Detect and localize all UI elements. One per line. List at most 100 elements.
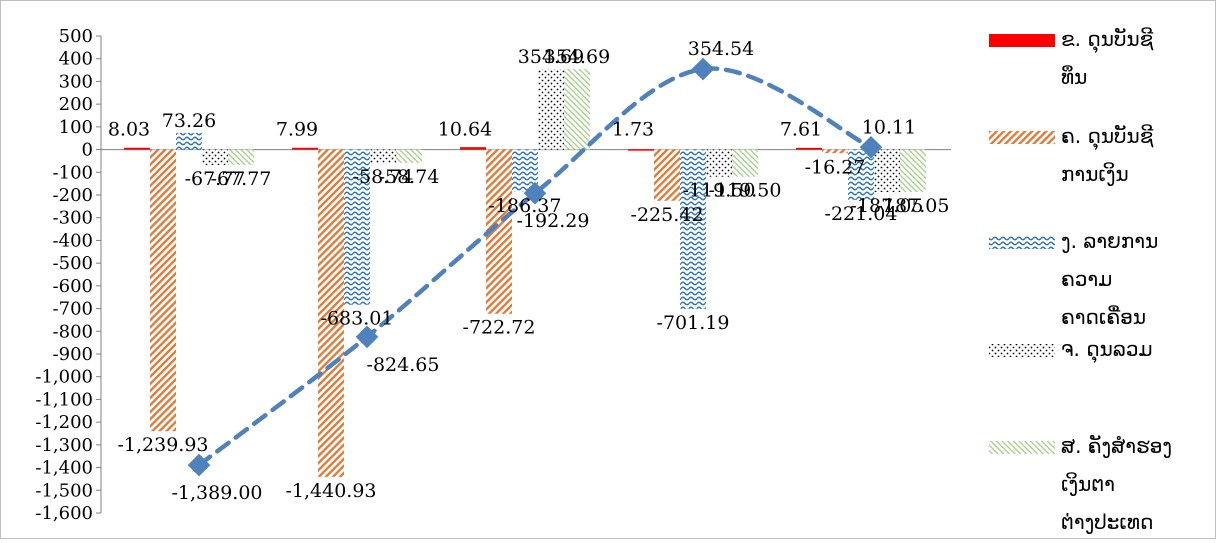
data-label: 1.73 bbox=[612, 119, 654, 141]
bar bbox=[564, 69, 590, 150]
legend-label: ງ. ລາຍການ bbox=[1061, 229, 1158, 253]
y-tick-label: -1,300 bbox=[35, 435, 93, 456]
data-label: -1,239.93 bbox=[117, 434, 208, 456]
data-label: -221.04 bbox=[825, 203, 898, 225]
bar bbox=[680, 149, 706, 309]
legend-swatch bbox=[989, 34, 1055, 47]
line-data-label: 10.11 bbox=[862, 116, 916, 138]
line-data-label: -192.29 bbox=[517, 210, 590, 232]
y-tick-label: -1,000 bbox=[35, 367, 93, 388]
y-tick-label: -500 bbox=[53, 253, 93, 274]
legend-swatch bbox=[989, 344, 1055, 357]
y-axis: 5004003002001000-100-200-300-400-500-600… bbox=[35, 26, 951, 524]
bar bbox=[370, 149, 396, 163]
y-tick-label: -400 bbox=[53, 230, 93, 251]
y-tick-label: 0 bbox=[82, 140, 93, 161]
bar bbox=[396, 149, 422, 163]
legend-label: ສ. ຄັງສຳຮອງ bbox=[1061, 434, 1172, 458]
bar bbox=[822, 149, 848, 154]
legend-label: ຕ່າງປະເທດ bbox=[1061, 510, 1153, 534]
data-label: -225.42 bbox=[631, 204, 704, 226]
y-tick-label: -300 bbox=[53, 208, 93, 229]
data-label: 354.69 bbox=[544, 46, 610, 68]
y-tick-label: -200 bbox=[53, 185, 93, 206]
data-label: -67.77 bbox=[185, 168, 246, 190]
bar bbox=[124, 147, 150, 150]
y-tick-label: -100 bbox=[53, 162, 93, 183]
bar bbox=[318, 149, 344, 477]
legend-label: ຂ. ດຸນບັນຊີ bbox=[1061, 27, 1154, 53]
bar bbox=[176, 132, 202, 150]
y-tick-label: -600 bbox=[53, 276, 93, 297]
y-tick-label: -900 bbox=[53, 344, 93, 365]
bar bbox=[228, 149, 254, 165]
data-label: -1,440.93 bbox=[285, 480, 376, 502]
y-tick-label: -1,600 bbox=[35, 503, 93, 524]
line-series-path bbox=[196, 66, 874, 468]
y-tick-label: -1,100 bbox=[35, 389, 93, 410]
bar bbox=[460, 147, 486, 150]
bar bbox=[628, 149, 654, 151]
data-label: -187.05 bbox=[851, 195, 924, 217]
data-label: -187.05 bbox=[877, 195, 950, 217]
data-label: -119.50 bbox=[683, 180, 756, 202]
y-tick-label: 200 bbox=[59, 94, 93, 115]
legend-swatch bbox=[989, 131, 1055, 144]
legend-label: ເງິນຕາ bbox=[1061, 472, 1115, 496]
data-label: 10.64 bbox=[438, 119, 492, 141]
data-label: -16.27 bbox=[805, 156, 866, 178]
y-tick-label: -700 bbox=[53, 299, 93, 320]
legend: ຂ. ດຸນບັນຊີທຶນຄ. ດຸນບັນຊີການເງິນງ. ລາຍກາ… bbox=[989, 27, 1172, 534]
bar bbox=[900, 149, 926, 193]
bars bbox=[124, 69, 926, 477]
data-label: -119.50 bbox=[709, 180, 782, 202]
data-label: -58.74 bbox=[379, 166, 440, 188]
data-label: -701.19 bbox=[657, 312, 730, 334]
y-tick-label: 400 bbox=[59, 49, 93, 70]
data-label: -186.37 bbox=[489, 195, 562, 217]
legend-label: ຄ. ດຸນບັນຊີ bbox=[1061, 124, 1154, 150]
bar bbox=[344, 149, 370, 305]
line-data-label: -824.65 bbox=[367, 354, 440, 376]
line-data-label: 354.54 bbox=[688, 38, 754, 60]
data-label: -683.01 bbox=[321, 308, 394, 330]
data-label: 8.03 bbox=[108, 119, 150, 141]
bar bbox=[654, 149, 680, 201]
legend-label: ຈ. ດຸນລວມ bbox=[1061, 337, 1153, 363]
data-label: 7.61 bbox=[780, 119, 822, 141]
y-tick-label: 100 bbox=[59, 117, 93, 138]
line-data-label: -1,389.00 bbox=[171, 482, 262, 504]
data-label: -67.77 bbox=[211, 168, 272, 190]
bar bbox=[292, 147, 318, 150]
bar bbox=[732, 149, 758, 177]
bar bbox=[848, 149, 874, 200]
legend-label: ຄາດເຄື່ອນ bbox=[1061, 305, 1146, 329]
data-label: 73.26 bbox=[162, 110, 216, 132]
legend-swatch bbox=[989, 441, 1055, 454]
line-marker bbox=[355, 325, 379, 349]
data-labels: 8.03 7.99 10.64 1.73 7.61 -1,239.93 -1,440.93 -… bbox=[108, 38, 950, 504]
legend-label: ຄວາມ bbox=[1061, 267, 1112, 291]
y-tick-label: -1,400 bbox=[35, 458, 93, 479]
data-label: 354.69 bbox=[518, 46, 584, 68]
y-tick-label: -800 bbox=[53, 321, 93, 342]
data-label: 7.99 bbox=[276, 119, 318, 141]
legend-label: ການເງິນ bbox=[1061, 162, 1129, 186]
bar bbox=[202, 149, 228, 165]
bar bbox=[538, 69, 564, 150]
line-series bbox=[187, 57, 883, 477]
y-tick-label: 500 bbox=[59, 26, 93, 47]
y-tick-label: 300 bbox=[59, 71, 93, 92]
line-marker bbox=[691, 57, 715, 81]
legend-label: ທຶນ bbox=[1061, 65, 1087, 89]
bar bbox=[706, 149, 732, 177]
y-tick-label: -1,500 bbox=[35, 480, 93, 501]
y-tick-label: -1,200 bbox=[35, 412, 93, 433]
legend-swatch bbox=[989, 236, 1055, 249]
data-label: -58.74 bbox=[353, 166, 414, 188]
bar bbox=[150, 149, 176, 432]
bar bbox=[796, 147, 822, 150]
bar bbox=[874, 149, 900, 193]
